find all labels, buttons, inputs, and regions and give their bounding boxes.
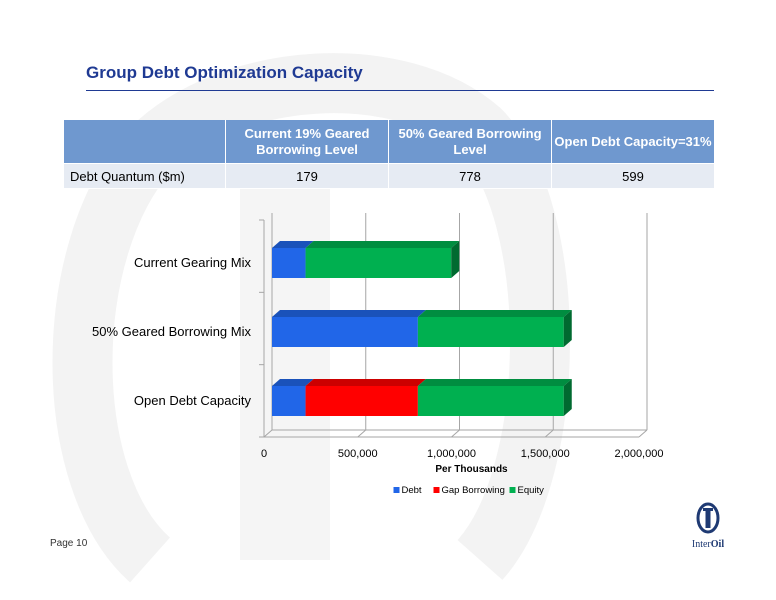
gridline-floor (451, 429, 460, 438)
table-row: Debt Quantum ($m) 179 778 599 (63, 163, 715, 189)
gridline-floor (544, 429, 554, 438)
category-label: 50% Geared Borrowing Mix (92, 324, 251, 339)
bar-equity-side (451, 241, 460, 278)
legend-swatch (509, 487, 516, 493)
bar-gap-borrowing (305, 386, 418, 416)
legend-swatch (433, 487, 440, 493)
x-tick-label: 1,000,000 (427, 448, 476, 460)
bar-equity-top (417, 379, 572, 386)
legend-label: Equity (518, 485, 545, 496)
slide-title: Group Debt Optimization Capacity (86, 63, 363, 82)
bar-equity-side (563, 310, 572, 347)
gridline-floor (357, 429, 367, 438)
bar-equity-top (305, 241, 460, 248)
table-cell: 778 (388, 163, 552, 189)
interoil-logo-text: InterOil (691, 539, 725, 550)
debt-table: Current 19% Geared Borrowing Level 50% G… (63, 120, 715, 189)
table-header-current: Current 19% Geared Borrowing Level (225, 120, 389, 164)
gridline-floor (638, 429, 648, 438)
legend-swatch (393, 487, 400, 493)
bar-debt (272, 386, 306, 416)
bar-debt-top (272, 379, 314, 386)
bar-equity (417, 386, 564, 416)
bar-debt-top (272, 310, 426, 317)
interoil-logo: InterOil (686, 502, 730, 552)
title-divider (86, 90, 714, 91)
bar-equity-side (563, 379, 572, 416)
table-header-50pct: 50% Geared Borrowing Level (388, 120, 552, 164)
bar-debt-top (272, 241, 314, 248)
interoil-logo-mark (696, 502, 720, 534)
category-label: Open Debt Capacity (134, 393, 252, 408)
row-label: Debt Quantum ($m) (63, 163, 226, 189)
bar-equity (417, 317, 564, 347)
category-label: Current Gearing Mix (134, 255, 252, 270)
bar-debt (272, 317, 418, 347)
table-header-open-capacity: Open Debt Capacity=31% (551, 120, 715, 164)
x-tick-label: 1,500,000 (521, 448, 570, 460)
x-axis-title: Per Thousands (435, 464, 508, 475)
x-tick-label: 0 (261, 448, 267, 460)
x-tick-label: 500,000 (338, 448, 378, 460)
bar-gap-borrowing-top (305, 379, 426, 386)
table-cell: 179 (225, 163, 389, 189)
bar-equity-top (417, 310, 572, 317)
bar-equity (305, 248, 452, 278)
x-tick-label: 2,000,000 (615, 448, 664, 460)
page-number: Page 10 (50, 538, 88, 549)
legend-label: Gap Borrowing (442, 485, 505, 496)
chart-floor-edge (263, 429, 273, 438)
bar-debt (272, 248, 306, 278)
legend-label: Debt (402, 485, 422, 496)
table-cell: 599 (551, 163, 715, 189)
